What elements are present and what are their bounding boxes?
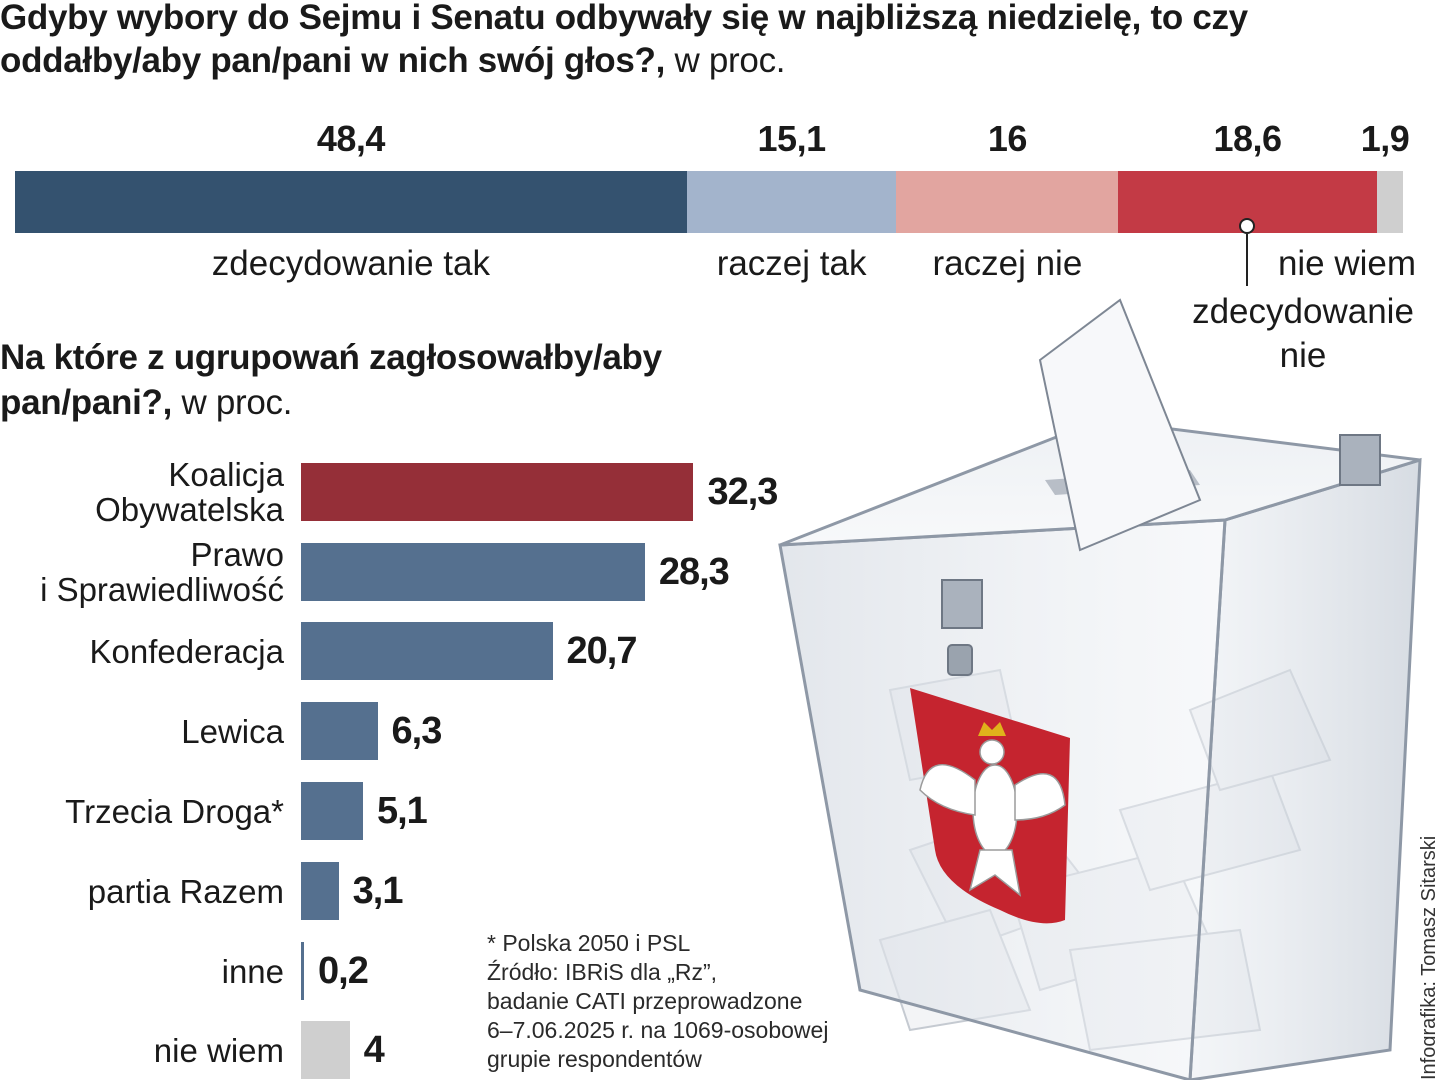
bar-value-label: 4	[363, 1029, 385, 1071]
bar-value-label: 32,3	[707, 471, 778, 513]
stacked-value-label: 15,1	[757, 118, 827, 159]
bar-category-line: partia Razem	[87, 872, 284, 910]
stacked-category-label: zdecydowanie nie	[1192, 292, 1414, 375]
footnote-sample: grupie respondentów	[487, 1046, 702, 1072]
bar-1	[301, 463, 694, 521]
bar-4	[301, 702, 378, 760]
callout-dot	[1239, 218, 1255, 234]
bar-category-label: nie wiem	[154, 1033, 284, 1068]
stacked-value-label: 16	[987, 118, 1028, 159]
ballot-paper	[1038, 298, 1202, 552]
bar-category-line: nie wiem	[153, 1031, 284, 1069]
bar-category-line: Prawo	[190, 536, 284, 573]
stacked-segment-3	[896, 171, 1119, 233]
bar-category-label: Trzecia Droga*	[65, 794, 284, 829]
bar-category-label: Lewica	[181, 714, 284, 749]
callout-line	[1246, 234, 1248, 286]
stacked-segment-1	[15, 171, 687, 233]
credit: Infografika: Tomasz Sitarski	[1418, 835, 1435, 1080]
chart1-title: Gdyby wybory do Sejmu i Senatu odbywały …	[0, 0, 1248, 80]
bar-value-label: 0,2	[318, 950, 369, 992]
bar-2	[301, 543, 645, 601]
bar-value-label: 5,1	[376, 790, 428, 832]
bar-category-line: Konfederacja	[89, 632, 284, 670]
bar-category-label: Konfederacja	[90, 634, 284, 669]
bar-category-line: Lewica	[181, 712, 284, 750]
stacked-value-label: 18,6	[1213, 118, 1282, 159]
bar-category-label: inne	[222, 954, 284, 989]
box-right-face	[1188, 457, 1422, 1080]
bar-category-line: i Sprawiedliwość	[40, 571, 284, 608]
bar-3	[301, 622, 553, 680]
stacked-category-label: nie wiem	[1277, 244, 1417, 283]
bar-category-label: Prawo i Sprawiedliwość	[40, 537, 284, 607]
bar-category-line: inne	[221, 952, 284, 990]
bar-6	[301, 862, 339, 920]
bar-5	[301, 782, 363, 840]
bar-value-label: 28,3	[658, 551, 730, 593]
footnote: * Polska 2050 i PSL Źródło: IBRiS dla „R…	[487, 929, 828, 1074]
stacked-segment-2	[686, 171, 897, 233]
bar-value-label: 20,7	[566, 630, 638, 672]
stacked-segment-5	[1376, 171, 1403, 233]
stacked-value-label: 48,4	[316, 118, 386, 159]
stacked-category-label: raczej tak	[716, 244, 867, 283]
footnote-method: badanie CATI przeprowadzone	[487, 988, 803, 1014]
bar-category-line: Obywatelska	[95, 491, 284, 528]
footnote-asterisk: * Polska 2050 i PSL	[487, 930, 691, 956]
footnote-source: Źródło: IBRiS dla „Rz”,	[487, 959, 718, 985]
polish-eagle-emblem	[910, 688, 1070, 924]
bar-category-line: Koalicja	[168, 456, 284, 493]
stacked-category-label: raczej nie	[932, 244, 1083, 283]
stacked-value-label: 1,9	[1360, 118, 1410, 159]
ballot-box-illustration	[778, 298, 1422, 1080]
bar-category-label: partia Razem	[88, 874, 284, 909]
bar-category-line: Trzecia Droga*	[65, 792, 284, 830]
bar-7	[301, 942, 304, 1000]
footnote-date: 6–7.06.2025 r. na 1069-osobowej	[487, 1017, 829, 1043]
bar-value-label: 6,3	[391, 710, 443, 752]
stacked-category-label: zdecydowanie tak	[211, 244, 491, 283]
bar-value-label: 3,1	[352, 870, 404, 912]
bar-8	[301, 1021, 350, 1079]
chart2-title: Na które z ugrupowań zagłosowałby/aby pa…	[0, 338, 662, 422]
bar-category-label: Koalicja Obywatelska	[95, 457, 284, 527]
